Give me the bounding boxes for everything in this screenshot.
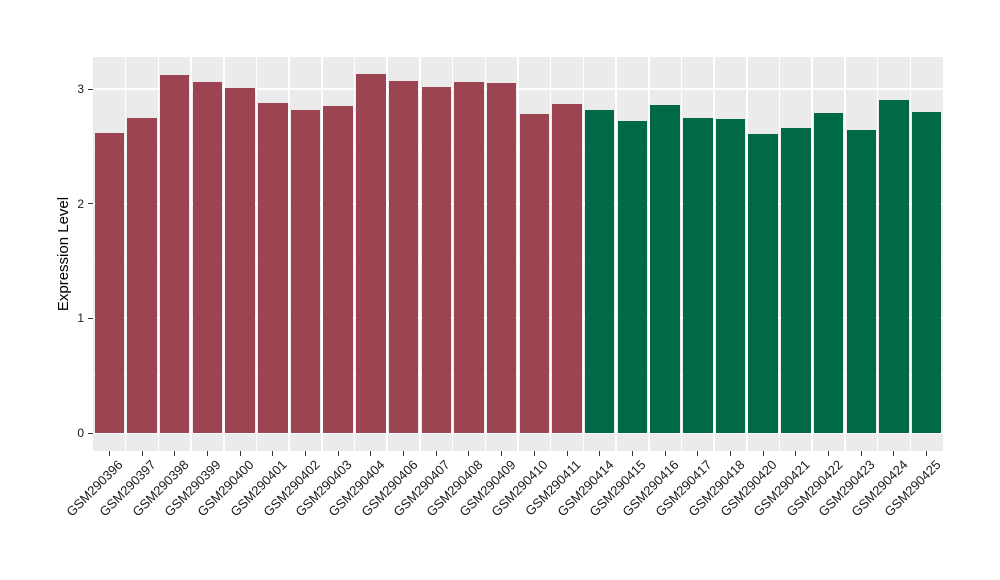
- bar: [258, 103, 288, 433]
- x-tick-mark: [468, 451, 470, 456]
- gridline-minor-x: [451, 57, 454, 451]
- gridline-minor-x: [321, 57, 323, 451]
- gridline-minor-x: [353, 57, 356, 451]
- y-tick-mark: [88, 317, 93, 319]
- gridline-minor-x: [190, 57, 192, 451]
- bar: [486, 83, 517, 433]
- x-tick-mark: [206, 451, 208, 456]
- x-tick-mark: [337, 451, 339, 456]
- gridline-minor-x: [419, 57, 421, 451]
- x-tick-mark: [305, 451, 306, 456]
- bar: [846, 130, 876, 433]
- x-tick-mark: [501, 451, 503, 456]
- y-tick-label: 0: [77, 426, 84, 440]
- y-tick-mark: [88, 203, 93, 205]
- bar: [650, 105, 680, 433]
- bar: [388, 81, 419, 433]
- x-tick-mark: [108, 451, 110, 456]
- y-tick-mark: [88, 88, 93, 90]
- gridline-minor-x: [811, 57, 813, 451]
- bar: [323, 106, 353, 433]
- x-tick-mark: [370, 451, 372, 456]
- bar: [813, 113, 844, 433]
- bar: [911, 112, 942, 433]
- y-axis-title: Expression Level: [55, 196, 72, 312]
- bar: [879, 100, 909, 433]
- bar: [356, 74, 386, 433]
- plot-area: [93, 57, 943, 451]
- gridline-minor-x: [288, 57, 290, 451]
- x-tick-mark: [599, 451, 601, 456]
- bar: [519, 114, 550, 433]
- gridline-minor-x: [713, 57, 715, 451]
- gridline-minor-x: [124, 57, 127, 451]
- bar: [225, 88, 255, 433]
- x-tick-mark: [730, 451, 731, 456]
- x-tick-mark: [926, 451, 928, 456]
- bar: [127, 118, 157, 433]
- x-tick-mark: [566, 451, 568, 456]
- x-tick-mark: [141, 451, 143, 456]
- x-tick-mark: [403, 451, 405, 456]
- bar: [94, 133, 125, 433]
- x-tick-mark: [697, 451, 699, 456]
- x-tick-mark: [239, 451, 241, 456]
- gridline-minor-x: [746, 57, 748, 451]
- bar: [290, 110, 321, 433]
- bar: [781, 128, 811, 433]
- x-tick-mark: [435, 451, 437, 456]
- gridline-minor-x: [517, 57, 519, 451]
- y-tick-label: 3: [77, 82, 84, 97]
- bar: [683, 118, 713, 433]
- bar: [748, 134, 778, 433]
- gridline-minor-x: [223, 57, 225, 451]
- bar: [617, 121, 648, 433]
- x-tick-mark: [533, 451, 535, 456]
- gridline-minor-x: [582, 57, 585, 451]
- y-tick-mark: [88, 432, 93, 434]
- bar: [454, 82, 484, 433]
- bar: [160, 75, 190, 433]
- bar: [421, 87, 451, 433]
- x-tick-mark: [795, 451, 797, 456]
- gridline-minor-x: [680, 57, 683, 451]
- gridline-minor-x: [255, 57, 258, 451]
- x-tick-mark: [272, 451, 274, 456]
- gridline-minor-x: [909, 57, 912, 451]
- gridline-minor-x: [615, 57, 617, 451]
- y-tick-label: 1: [77, 311, 84, 326]
- gridline-minor-x: [876, 57, 879, 451]
- gridline-minor-x: [778, 57, 781, 451]
- gridline-minor-x: [157, 57, 160, 451]
- x-tick-mark: [664, 451, 666, 456]
- x-tick-mark: [860, 451, 862, 456]
- bar: [192, 82, 223, 433]
- y-tick-label: 2: [77, 196, 84, 211]
- bar: [552, 104, 582, 433]
- gridline-minor-x: [549, 57, 552, 451]
- gridline-minor-x: [648, 57, 650, 451]
- x-tick-mark: [828, 451, 830, 456]
- gridline-minor-x: [844, 57, 846, 451]
- x-tick-mark: [762, 451, 764, 456]
- gridline-minor-x: [386, 57, 388, 451]
- bar: [715, 119, 746, 433]
- x-tick-mark: [174, 451, 176, 456]
- bar: [585, 110, 615, 433]
- x-tick-mark: [893, 451, 895, 456]
- gridline-minor-x: [484, 57, 487, 451]
- x-tick-mark: [631, 451, 633, 456]
